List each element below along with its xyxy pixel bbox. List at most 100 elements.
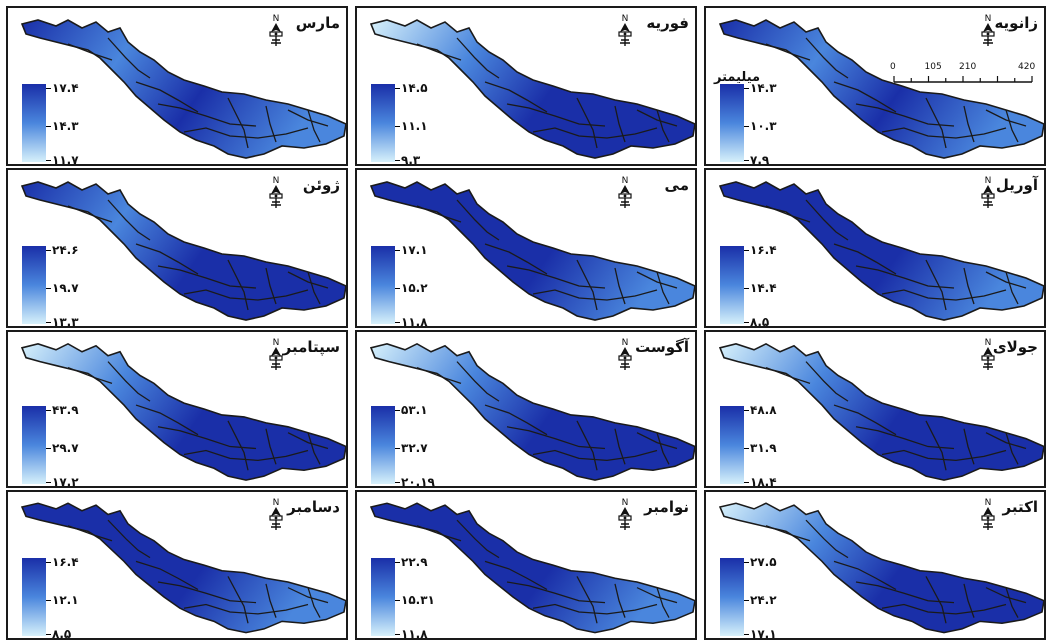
- legend-value-low: ۱۱.۷: [52, 153, 79, 166]
- legend-value-mid: ۱۹.۷: [52, 281, 79, 295]
- subbasin-boundary: [484, 560, 548, 591]
- map-panel: آگوست N ۵۳.۱ ۳۲.۷ ۲۰.۱۹: [355, 330, 697, 488]
- legend-value-low: ۱۸.۴: [750, 475, 777, 488]
- legend-value-high: ۱۴.۳: [750, 81, 777, 95]
- svg-text:N: N: [273, 176, 280, 186]
- watershed-map: [369, 19, 695, 159]
- legend-tick: [744, 322, 749, 323]
- north-arrow-icon: N: [618, 176, 632, 208]
- legend-color-ramp: [720, 558, 744, 636]
- subbasin-boundary: [183, 603, 309, 615]
- watershed-region: [20, 181, 346, 321]
- color-legend: ۲۴.۶ ۱۹.۷ ۱۳.۳: [22, 244, 79, 326]
- svg-text:N: N: [273, 14, 280, 24]
- subbasin-boundary: [416, 366, 462, 384]
- legend-tick: [395, 126, 400, 127]
- watershed-region: [718, 19, 1044, 159]
- subbasin-boundary: [532, 127, 658, 139]
- legend-tick: [744, 634, 749, 635]
- north-arrow-icon: N: [269, 14, 283, 46]
- month-title: ژوئن: [302, 176, 340, 194]
- legend-tick: [395, 600, 400, 601]
- subbasin-boundary: [135, 243, 199, 275]
- subbasin-boundary: [1005, 271, 1019, 305]
- subbasin-boundary: [963, 428, 975, 465]
- subbasin-boundary: [135, 404, 199, 436]
- map-panel: ژوئن N ۲۴.۶ ۱۹.۷ ۱۳.۳: [6, 168, 348, 328]
- subbasin-boundary: [1005, 432, 1019, 465]
- watershed-region: [369, 19, 695, 159]
- legend-color-ramp: [720, 84, 744, 162]
- svg-text:N: N: [985, 176, 992, 186]
- legend-value-high: ۵۳.۱: [401, 403, 428, 417]
- subbasin-boundary: [107, 37, 151, 79]
- legend-value-mid: ۱۵.۲: [401, 281, 428, 295]
- month-title: جولای: [992, 338, 1038, 356]
- watershed-region: [718, 342, 1044, 481]
- scale-bar-label: 210: [959, 62, 977, 72]
- subbasin-boundary: [456, 37, 500, 79]
- watershed-region: [718, 502, 1044, 634]
- watershed-map: [20, 181, 346, 321]
- watershed-map: [20, 342, 346, 481]
- subbasin-boundary: [183, 289, 309, 301]
- color-legend: ۱۷.۱ ۱۵.۲ ۱۱.۸: [371, 244, 428, 326]
- legend-value-high: ۲۷.۵: [750, 555, 777, 569]
- subbasin-boundary: [656, 109, 670, 143]
- subbasin-boundary: [287, 432, 329, 450]
- color-legend: ۲۲.۹ ۱۵.۳۱ ۱۱.۸: [371, 556, 435, 638]
- subbasin-boundary: [287, 109, 329, 127]
- subbasin-boundary: [456, 199, 500, 241]
- subbasin-boundary: [227, 576, 249, 624]
- subbasin-boundary: [656, 432, 670, 465]
- legend-value-low: ۲۰.۱۹: [401, 475, 435, 488]
- legend-tick: [46, 322, 51, 323]
- subbasin-boundary: [227, 97, 249, 149]
- subbasin-boundary: [576, 259, 598, 311]
- svg-text:N: N: [985, 14, 992, 24]
- legend-value-mid: ۱۵.۳۱: [401, 593, 435, 607]
- subbasin-boundary: [107, 361, 151, 402]
- subbasin-boundary: [157, 103, 257, 127]
- map-panel: دسامبر N ۱۶.۴ ۱۲.۱ ۸.۵: [6, 490, 348, 640]
- units-label: میلیمتر: [714, 70, 761, 85]
- color-legend: ۱۶.۴ ۱۲.۱ ۸.۵: [22, 556, 79, 638]
- watershed-map: [369, 342, 695, 481]
- month-title: زانویه: [994, 14, 1038, 32]
- subbasin-boundary: [287, 587, 329, 604]
- subbasin-boundary: [855, 103, 955, 127]
- legend-value-low: ۹.۳: [401, 153, 421, 166]
- subbasin-boundary: [925, 97, 947, 149]
- legend-value-mid: ۲۹.۷: [52, 441, 79, 455]
- legend-value-high: ۲۴.۶: [52, 243, 79, 257]
- month-title: آوریل: [995, 176, 1038, 194]
- subbasin-boundary: [925, 576, 947, 624]
- subbasin-boundary: [833, 560, 897, 591]
- legend-value-mid: ۳۲.۷: [401, 441, 428, 455]
- subbasin-boundary: [532, 603, 658, 615]
- legend-tick: [46, 410, 51, 411]
- month-title: اکتبر: [1002, 498, 1038, 516]
- legend-value-mid: ۳۱.۹: [750, 441, 777, 455]
- subbasin-boundary: [135, 560, 199, 591]
- watershed-region: [20, 19, 346, 159]
- subbasin-boundary: [265, 583, 277, 618]
- legend-tick: [46, 288, 51, 289]
- subbasin-boundary: [985, 271, 1027, 289]
- subbasin-boundary: [227, 420, 249, 471]
- legend-color-ramp: [22, 84, 46, 162]
- legend-tick: [744, 482, 749, 483]
- legend-tick: [46, 562, 51, 563]
- watershed-map: [20, 19, 346, 159]
- color-legend: ۵۳.۱ ۳۲.۷ ۲۰.۱۹: [371, 404, 435, 486]
- watershed-map: [718, 181, 1044, 321]
- scale-bar-graphic: [893, 76, 1033, 83]
- north-arrow-icon: N: [269, 176, 283, 208]
- north-arrow-icon: N: [618, 14, 632, 46]
- subbasin-boundary: [881, 449, 1007, 462]
- legend-color-ramp: [371, 84, 395, 162]
- month-title: فوریه: [646, 14, 689, 32]
- legend-tick: [395, 288, 400, 289]
- subbasin-boundary: [925, 259, 947, 311]
